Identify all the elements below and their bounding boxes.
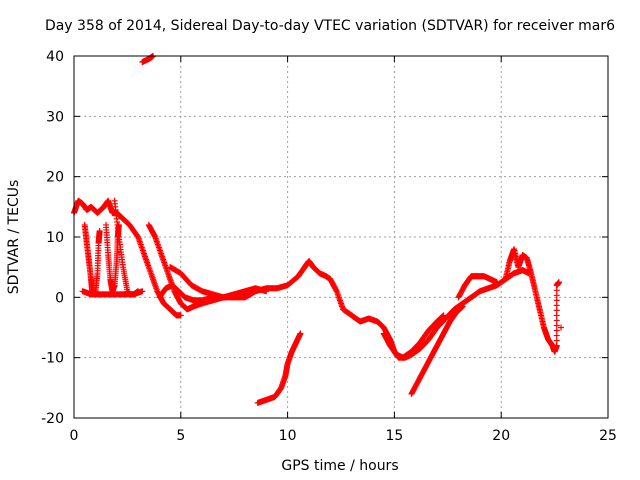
data-point bbox=[553, 337, 560, 344]
x-tick-label: 5 bbox=[176, 428, 185, 444]
x-tick-label: 10 bbox=[279, 428, 297, 444]
series-end-spikes bbox=[502, 246, 562, 355]
data-point bbox=[553, 302, 560, 309]
data-point bbox=[553, 297, 560, 304]
data-point bbox=[553, 317, 560, 324]
data-point bbox=[553, 287, 560, 294]
data-point bbox=[553, 342, 560, 349]
x-tick-label: 15 bbox=[385, 428, 403, 444]
plot-frame bbox=[73, 55, 609, 419]
x-axis-label: GPS time / hours bbox=[281, 458, 398, 474]
chart-title: Day 358 of 2014, Sidereal Day-to-day VTE… bbox=[45, 18, 615, 34]
data-point bbox=[553, 292, 560, 299]
data-point bbox=[553, 327, 560, 334]
data-point bbox=[297, 330, 304, 337]
x-tick-label: 0 bbox=[70, 428, 79, 444]
series-late-arc bbox=[455, 273, 500, 301]
x-tick-label: 25 bbox=[599, 428, 617, 444]
data-point bbox=[139, 288, 146, 295]
y-tick-label: 10 bbox=[46, 230, 64, 246]
y-tick-label: 20 bbox=[46, 170, 64, 186]
data-point bbox=[553, 307, 560, 314]
series-isolated bbox=[558, 324, 565, 331]
data-point bbox=[493, 279, 500, 286]
data-point bbox=[459, 303, 466, 310]
ticks: 0 5 10 15 20 25 -20 -10 0 10 20 30 40 bbox=[41, 49, 617, 444]
series-low-row bbox=[79, 288, 146, 298]
series-layer bbox=[71, 53, 565, 406]
series-mid-arc bbox=[167, 258, 532, 361]
series-dip-arc bbox=[408, 303, 466, 397]
data-point bbox=[96, 227, 103, 234]
x-tick-label: 20 bbox=[492, 428, 510, 444]
y-tick-label: 40 bbox=[46, 49, 64, 65]
y-tick-label: 30 bbox=[46, 109, 64, 125]
series-low-start bbox=[156, 282, 270, 304]
series-night-arc bbox=[380, 312, 447, 361]
y-tick-label: -20 bbox=[41, 411, 64, 427]
data-point bbox=[553, 322, 560, 329]
data-point bbox=[263, 288, 270, 295]
data-point bbox=[555, 279, 562, 286]
y-tick-label: 0 bbox=[55, 290, 64, 306]
y-tick-label: -10 bbox=[41, 351, 64, 367]
data-point bbox=[553, 332, 560, 339]
data-point bbox=[558, 324, 565, 331]
y-axis-label: SDTVAR / TECUs bbox=[6, 180, 22, 295]
data-point bbox=[440, 312, 447, 319]
data-point bbox=[177, 312, 184, 319]
data-point bbox=[553, 312, 560, 319]
series-recovery-arc bbox=[254, 330, 304, 406]
grid bbox=[74, 56, 608, 418]
